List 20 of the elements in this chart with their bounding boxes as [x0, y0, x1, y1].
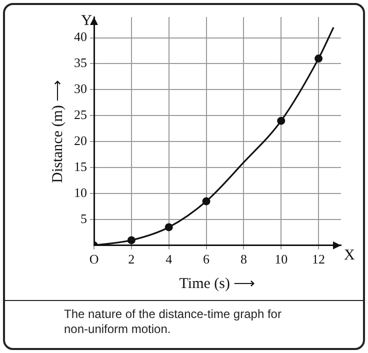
x-tick-label: 10: [274, 252, 288, 267]
x-axis-title: Time (s) ⟶: [179, 276, 256, 292]
text: X: [344, 247, 355, 264]
y-tick-label: 40: [74, 29, 87, 44]
text: The nature of the distance-time graph for non-uniform motion.: [64, 307, 282, 337]
y-tick-label: 35: [74, 55, 87, 70]
y-tick-label: 5: [80, 210, 87, 226]
text: Y: [81, 12, 92, 29]
x-tick-label: 8: [240, 252, 247, 267]
y-axis-title: Distance (m) ⟶: [50, 79, 66, 184]
y-tick-label: 20: [74, 133, 87, 148]
x-tick-label: 2: [128, 252, 135, 267]
y-tick-label: 10: [74, 184, 87, 200]
x-tick-label: 6: [203, 252, 210, 267]
y-tick-label: 30: [74, 81, 87, 96]
y-tick-label: 15: [74, 158, 87, 174]
x-tick-label: 4: [166, 252, 173, 267]
y-tick-label: 25: [74, 107, 87, 122]
x-tick-label: 12: [312, 252, 326, 267]
x-tick-label: O: [89, 252, 99, 267]
